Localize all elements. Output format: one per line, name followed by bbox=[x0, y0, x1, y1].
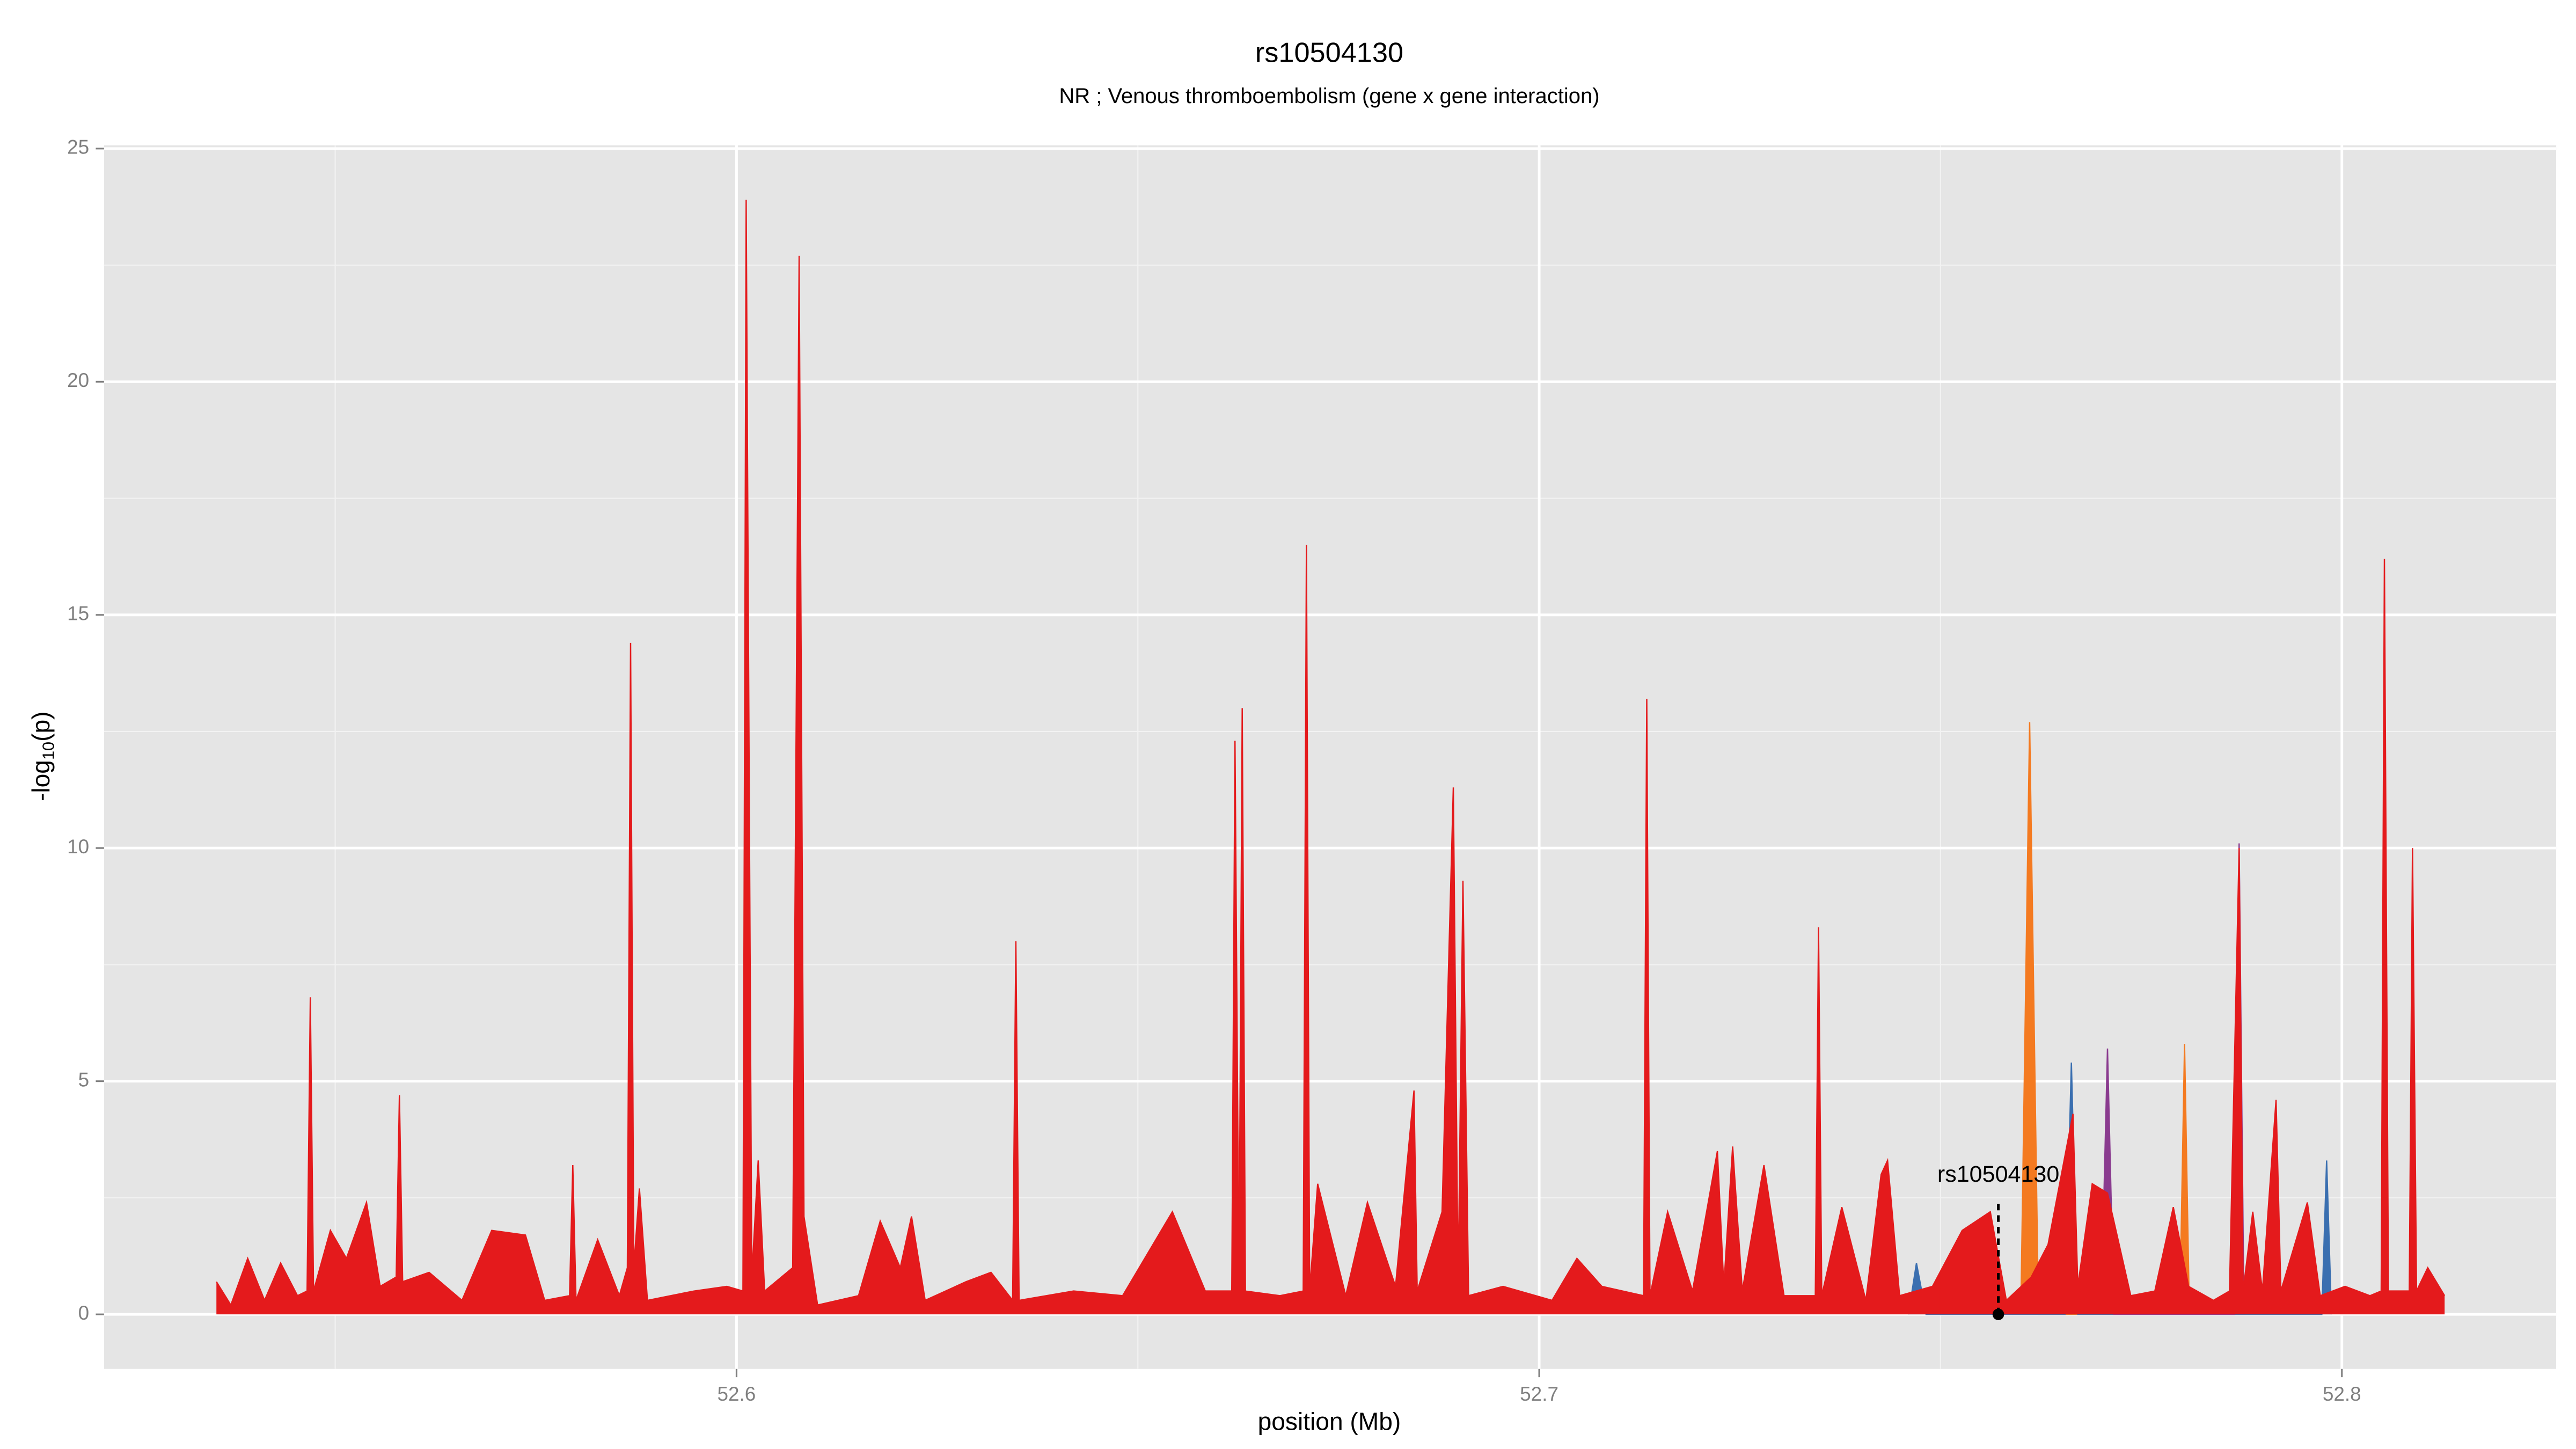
x-axis-title: position (Mb) bbox=[1258, 1407, 1401, 1435]
y-title-subscript: 10 bbox=[39, 742, 57, 760]
y-tick-label: 20 bbox=[67, 369, 89, 391]
area-line bbox=[216, 200, 2446, 1307]
y-tick-label: 5 bbox=[78, 1069, 90, 1091]
annotation-point bbox=[1992, 1308, 2004, 1320]
y-tick-label: 10 bbox=[67, 836, 89, 858]
x-tick-label: 52.8 bbox=[2323, 1383, 2361, 1405]
y-tick-label: 0 bbox=[78, 1302, 90, 1324]
chart-subtitle: NR ; Venous thromboembolism (gene x gene… bbox=[1059, 84, 1599, 108]
y-title-part: (p) bbox=[27, 711, 55, 741]
area-line bbox=[1907, 1062, 2332, 1315]
plot-background bbox=[104, 145, 2557, 1369]
x-tick-label: 52.7 bbox=[1520, 1383, 1558, 1405]
y-axis-title: -log10(p) bbox=[27, 711, 57, 801]
y-tick-label: 25 bbox=[67, 136, 89, 158]
x-tick-label: 52.6 bbox=[718, 1383, 756, 1405]
chart-title: rs10504130 bbox=[1255, 37, 1403, 68]
y-tick-label: 15 bbox=[67, 603, 89, 625]
y-title-part: -log bbox=[27, 760, 55, 801]
annotation-label: rs10504130 bbox=[1937, 1161, 2059, 1187]
